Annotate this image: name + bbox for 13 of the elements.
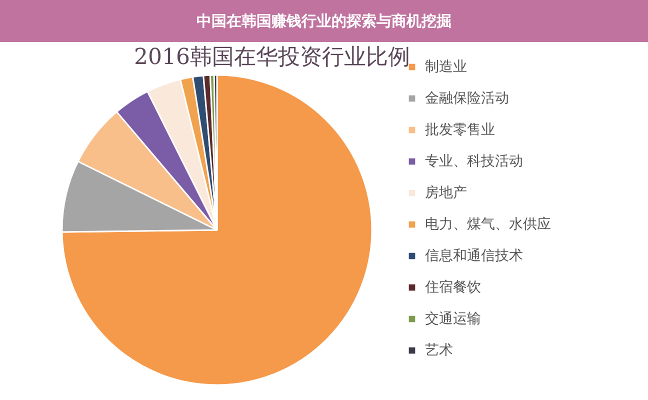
legend-label: 专业、科技活动 xyxy=(425,154,523,170)
legend-label: 艺术 xyxy=(425,342,453,358)
legend-label: 电力、煤气、水供应 xyxy=(425,216,551,232)
legend-label: 交通运输 xyxy=(425,311,481,327)
chart-title: 中国在韩国赚钱行业的探索与商机挖掘 xyxy=(196,12,452,30)
legend-label: 金融保险活动 xyxy=(425,90,509,106)
pie-slice xyxy=(61,74,373,386)
legend-label: 住宿餐饮 xyxy=(424,280,481,296)
legend-label: 信息和通信技术 xyxy=(425,248,523,264)
legend-label: 制造业 xyxy=(425,59,467,75)
legend-label: 房地产 xyxy=(425,185,467,201)
legend-label: 批发零售业 xyxy=(425,122,495,138)
chart-subtitle: 2016韩国在华投资行业比例 xyxy=(134,45,410,70)
